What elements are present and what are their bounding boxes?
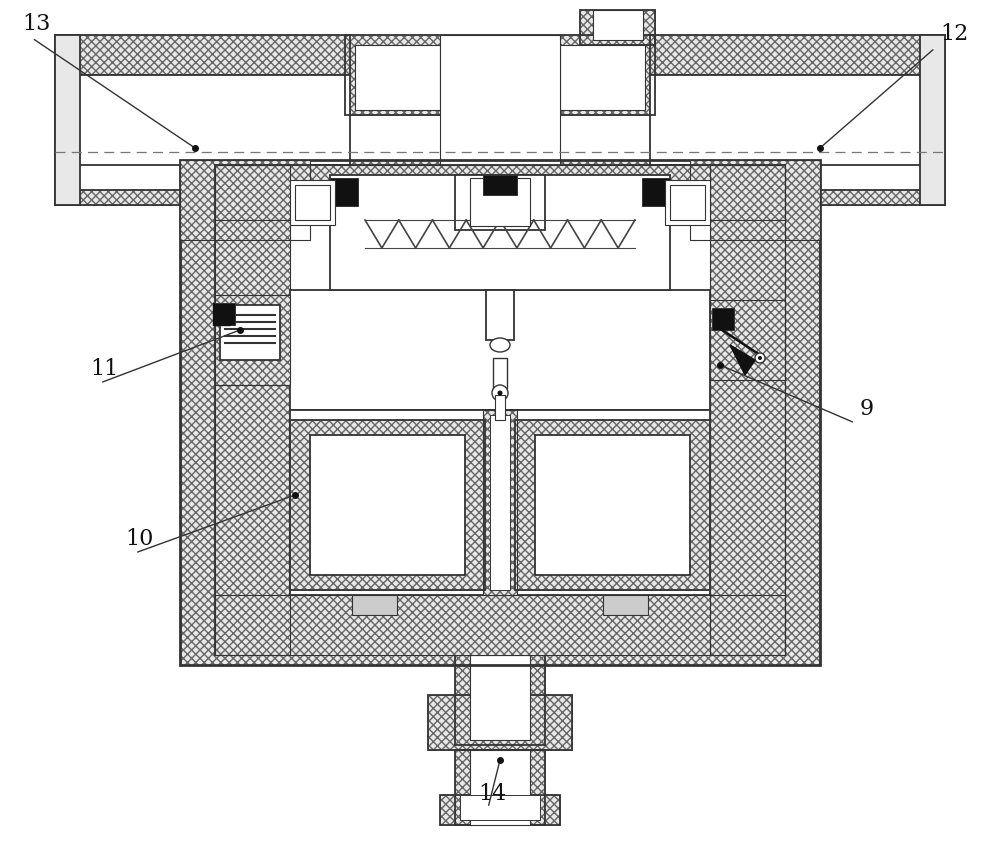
Text: 14: 14	[478, 783, 506, 805]
Bar	[690, 160, 820, 240]
Bar	[483, 410, 517, 595]
Polygon shape	[213, 303, 230, 325]
Bar	[355, 45, 440, 110]
Bar	[650, 75, 945, 190]
Bar	[290, 180, 335, 225]
Bar	[515, 420, 710, 590]
Bar	[213, 303, 235, 325]
Bar	[483, 175, 517, 195]
Bar	[295, 185, 330, 220]
Bar	[495, 395, 505, 420]
Bar	[665, 180, 710, 225]
Bar	[650, 35, 945, 75]
Bar	[710, 165, 785, 655]
Bar	[470, 655, 530, 740]
Text: 11: 11	[90, 358, 118, 380]
Bar	[515, 420, 710, 590]
Bar	[593, 10, 643, 40]
Bar	[215, 595, 785, 655]
Bar	[642, 178, 670, 206]
Bar	[455, 655, 545, 745]
Text: 12: 12	[940, 23, 968, 45]
Bar	[215, 165, 290, 655]
Bar	[486, 290, 514, 340]
Bar	[920, 35, 945, 205]
Circle shape	[758, 356, 762, 360]
Bar	[215, 165, 290, 655]
Bar	[345, 35, 655, 115]
Bar	[428, 695, 572, 750]
Ellipse shape	[490, 338, 510, 352]
Bar	[180, 160, 310, 240]
Bar	[55, 35, 80, 205]
Bar	[670, 185, 705, 220]
Bar	[310, 435, 465, 575]
Polygon shape	[730, 345, 755, 375]
Bar	[440, 35, 560, 180]
Bar	[690, 160, 820, 240]
Bar	[352, 595, 397, 615]
Bar	[483, 410, 517, 595]
Bar	[290, 420, 485, 590]
Bar	[470, 178, 530, 226]
Circle shape	[498, 391, 503, 396]
Bar	[215, 165, 785, 220]
Bar	[330, 178, 358, 206]
Bar	[455, 750, 545, 825]
Bar	[345, 35, 655, 115]
Bar	[290, 290, 710, 410]
Bar	[290, 410, 710, 595]
Bar	[215, 295, 290, 385]
Bar	[215, 165, 785, 220]
Bar	[455, 655, 545, 745]
Bar	[455, 175, 545, 230]
Bar	[710, 300, 785, 380]
Bar	[55, 165, 350, 205]
Bar	[220, 305, 280, 360]
Bar	[440, 795, 560, 825]
Bar	[560, 45, 645, 110]
Bar	[215, 595, 785, 655]
Bar	[580, 10, 655, 45]
Text: 9: 9	[860, 398, 874, 420]
Bar	[650, 35, 945, 75]
Circle shape	[492, 385, 508, 401]
Bar	[55, 35, 350, 75]
Text: 13: 13	[22, 13, 50, 35]
Bar	[180, 160, 820, 665]
Bar	[650, 165, 945, 205]
Bar	[535, 435, 690, 575]
Bar	[493, 358, 507, 388]
Bar	[712, 308, 734, 330]
Bar	[710, 300, 785, 380]
Text: 10: 10	[125, 528, 153, 550]
Bar	[460, 795, 540, 820]
Bar	[180, 160, 820, 665]
Bar	[330, 175, 670, 290]
Bar	[455, 750, 545, 825]
Bar	[440, 795, 560, 825]
Circle shape	[755, 353, 765, 363]
Bar	[650, 165, 945, 205]
Bar	[470, 750, 530, 825]
Bar	[55, 165, 350, 205]
Bar	[490, 415, 510, 590]
Bar	[180, 160, 310, 240]
Bar	[603, 595, 648, 615]
Bar	[710, 165, 785, 655]
Bar	[55, 35, 350, 75]
Bar	[215, 165, 785, 655]
Bar	[580, 10, 655, 45]
Bar	[290, 420, 485, 590]
Bar	[215, 295, 290, 385]
Bar	[428, 695, 572, 750]
Bar	[55, 75, 350, 190]
